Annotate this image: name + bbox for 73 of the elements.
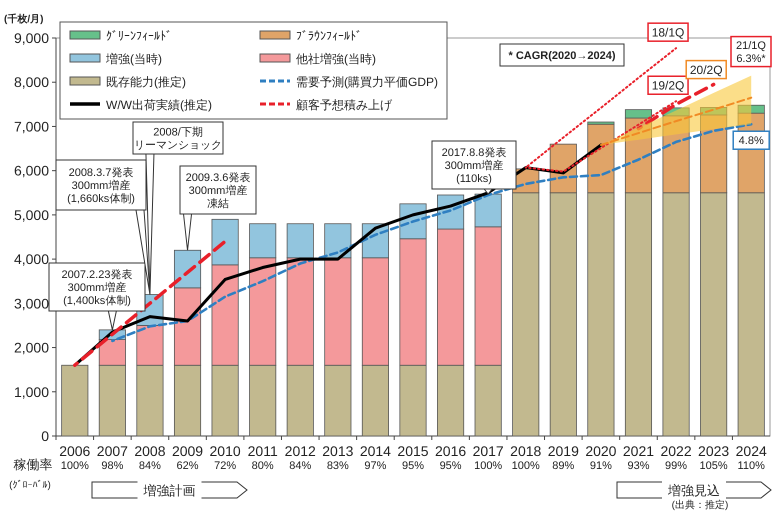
legend-label: 需要予測(購買力平価GDP) bbox=[296, 75, 438, 89]
ytick: 3,000 bbox=[14, 295, 49, 312]
annotation: 2007.2.23発表300mm増産(1,400ks体制) bbox=[62, 268, 132, 307]
note: 増強計画 bbox=[144, 483, 196, 498]
xtick: 2012 bbox=[284, 443, 316, 459]
series-label: 18/1Q bbox=[652, 26, 684, 40]
xtick: 2024 bbox=[736, 443, 767, 459]
rate: 84% bbox=[289, 460, 312, 472]
ytick: 2,000 bbox=[14, 340, 49, 356]
note: * CAGR(2020→2024) bbox=[508, 50, 616, 62]
rate: 84% bbox=[138, 460, 161, 472]
legend-label: 顧客予想積み上げ bbox=[296, 98, 392, 112]
rate: 100% bbox=[60, 460, 89, 472]
series-label: 20/2Q bbox=[690, 63, 723, 78]
ytick: 6,000 bbox=[14, 162, 49, 179]
note: (ｸﾞﾛｰﾊﾞﾙ) bbox=[9, 480, 51, 491]
rate: 99% bbox=[665, 460, 688, 472]
xtick: 2023 bbox=[698, 443, 730, 459]
xtick: 2018 bbox=[510, 443, 542, 459]
rate: 83% bbox=[326, 460, 349, 472]
series-label: 19/2Q bbox=[652, 78, 684, 93]
xtick: 2017 bbox=[472, 443, 504, 459]
y-axis-title: (千枚/月) bbox=[4, 13, 44, 25]
note: (出典：推定) bbox=[672, 500, 728, 511]
annotation: 4.8% bbox=[738, 135, 764, 148]
annotation: 2017.8.8発表300mm増産(110ks) bbox=[442, 146, 506, 185]
rate: 110% bbox=[738, 460, 765, 472]
note: 増強見込 bbox=[668, 483, 720, 498]
ytick: 9,000 bbox=[14, 30, 49, 46]
xtick: 2006 bbox=[59, 443, 90, 459]
rate: 80% bbox=[252, 460, 274, 472]
legend-label: ｸﾞﾘｰﾝﾌｨｰﾙﾄﾞ bbox=[106, 29, 172, 43]
xtick: 2010 bbox=[210, 443, 241, 459]
annotation: 2008.3.7発表300mm増産(1,660ks体制) bbox=[67, 166, 135, 205]
annotation: 2008/下期リーマンショック bbox=[134, 126, 222, 152]
rate: 97% bbox=[364, 460, 386, 472]
legend-label: 他社増強(当時) bbox=[296, 52, 376, 66]
legend-label: ﾌﾞﾗｳﾝﾌｨｰﾙﾄﾞ bbox=[296, 29, 362, 43]
legend-label: W/W出荷実績(推定) bbox=[106, 98, 212, 112]
xtick: 2019 bbox=[548, 443, 579, 459]
xtick: 2016 bbox=[435, 443, 466, 459]
xtick: 2013 bbox=[322, 443, 354, 459]
xtick: 2008 bbox=[134, 443, 166, 459]
xtick: 2015 bbox=[397, 443, 429, 459]
ytick: 4,000 bbox=[14, 251, 49, 268]
rate: 100% bbox=[474, 460, 502, 472]
ytick: 7,000 bbox=[14, 118, 49, 134]
rate: 95% bbox=[440, 460, 462, 472]
rate: 95% bbox=[402, 460, 424, 472]
annotation: 2009.3.6発表300mm増産凍結 bbox=[186, 170, 250, 210]
ytick: 5,000 bbox=[14, 206, 49, 223]
rate: 91% bbox=[590, 460, 612, 472]
xtick: 2011 bbox=[248, 443, 278, 459]
note: 稼働率 bbox=[14, 457, 52, 472]
xtick: 2021 bbox=[622, 443, 654, 459]
legend-label: 既存能力(推定) bbox=[106, 75, 186, 89]
xtick: 2022 bbox=[660, 443, 692, 459]
ytick: 0 bbox=[41, 428, 49, 444]
rate: 89% bbox=[552, 460, 574, 472]
ytick: 1,000 bbox=[14, 384, 49, 400]
rate: 100% bbox=[512, 460, 540, 472]
xtick: 2007 bbox=[96, 443, 128, 459]
rate: 105% bbox=[700, 460, 728, 472]
legend-label: 増強(当時) bbox=[106, 52, 162, 66]
rate: 72% bbox=[214, 460, 236, 472]
xtick: 2014 bbox=[360, 443, 391, 459]
rate: 98% bbox=[101, 460, 124, 472]
rate: 93% bbox=[627, 460, 650, 472]
rate: 62% bbox=[176, 460, 199, 472]
xtick: 2009 bbox=[172, 443, 204, 459]
xtick: 2020 bbox=[585, 443, 616, 459]
annotation: 21/1Q 6.3%* bbox=[736, 40, 766, 65]
ytick: 8,000 bbox=[14, 74, 49, 90]
